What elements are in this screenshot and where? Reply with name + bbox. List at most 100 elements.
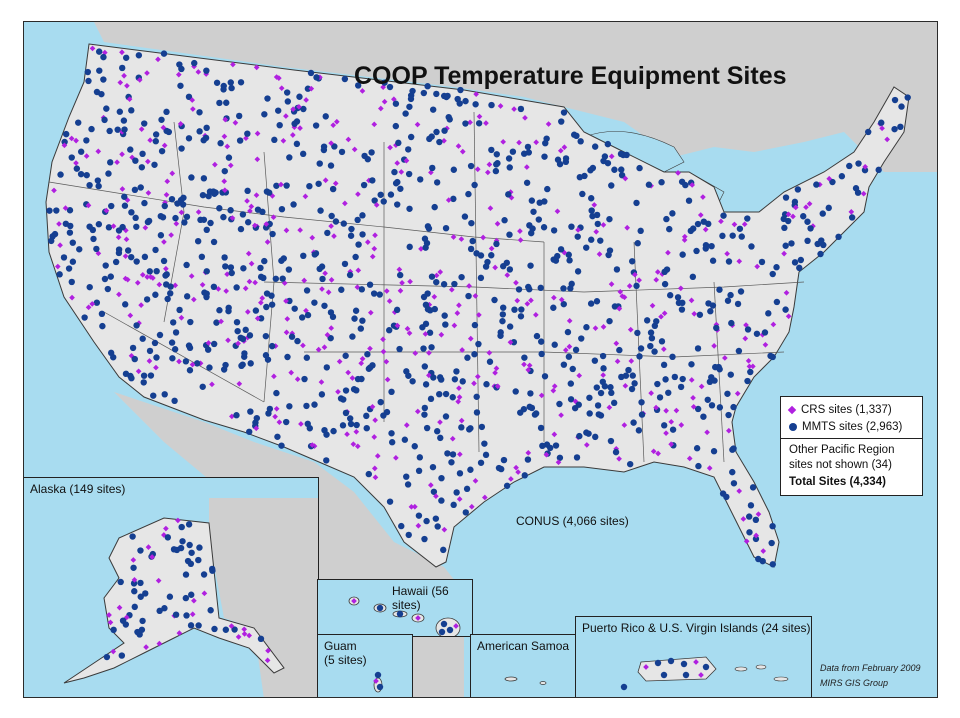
crs-site-marker bbox=[324, 332, 331, 338]
mmts-site-marker bbox=[406, 243, 413, 251]
mmts-site-marker bbox=[286, 403, 293, 410]
mmts-site-marker bbox=[170, 319, 177, 326]
crs-site-marker bbox=[554, 208, 561, 215]
mmts-site-marker bbox=[464, 354, 471, 361]
mmts-site-marker bbox=[220, 82, 227, 90]
mmts-site-marker bbox=[429, 463, 437, 471]
mmts-site-marker bbox=[366, 281, 374, 288]
crs-site-marker bbox=[322, 177, 329, 184]
mmts-site-marker bbox=[207, 219, 214, 227]
mmts-site-marker bbox=[320, 143, 328, 150]
mmts-site-marker bbox=[217, 140, 224, 147]
mmts-site-marker bbox=[535, 216, 542, 223]
crs-site-marker bbox=[718, 218, 724, 225]
crs-site-marker bbox=[110, 648, 117, 655]
mmts-site-marker bbox=[381, 79, 388, 86]
mmts-site-marker bbox=[719, 490, 727, 497]
hawaii-label: Hawaii (56 sites) bbox=[392, 584, 449, 612]
mmts-site-marker bbox=[709, 302, 717, 309]
mmts-site-marker bbox=[552, 442, 560, 449]
mmts-site-marker bbox=[151, 339, 159, 347]
mmts-site-marker bbox=[94, 177, 102, 184]
mmts-site-marker bbox=[440, 546, 447, 554]
crs-site-marker bbox=[459, 347, 465, 353]
mmts-site-marker bbox=[663, 215, 670, 223]
mmts-site-marker bbox=[567, 396, 575, 403]
crs-site-marker bbox=[248, 260, 255, 267]
crs-site-marker bbox=[399, 280, 405, 286]
mmts-site-marker bbox=[744, 377, 751, 385]
mmts-site-marker bbox=[605, 251, 612, 259]
mmts-site-marker bbox=[141, 120, 148, 127]
crs-site-marker bbox=[336, 358, 343, 365]
mmts-site-marker bbox=[353, 421, 360, 429]
crs-site-marker bbox=[555, 459, 562, 466]
mmts-site-marker bbox=[846, 162, 853, 170]
mmts-site-marker bbox=[121, 126, 128, 133]
legend-other-line1: Other Pacific Region bbox=[789, 444, 895, 456]
mmts-site-marker bbox=[700, 413, 707, 420]
crs-site-marker bbox=[806, 200, 813, 207]
mmts-site-marker bbox=[505, 155, 513, 162]
legend-crs-label: CRS sites (1,337) bbox=[801, 404, 892, 416]
mmts-site-marker bbox=[456, 100, 463, 107]
mmts-site-marker bbox=[463, 485, 471, 493]
crs-site-marker bbox=[264, 239, 271, 245]
mmts-site-marker bbox=[272, 275, 280, 282]
mmts-site-marker bbox=[196, 109, 203, 116]
mmts-site-marker bbox=[283, 182, 290, 189]
mmts-site-marker bbox=[607, 384, 614, 391]
crs-site-marker bbox=[497, 103, 504, 109]
crs-site-marker bbox=[342, 200, 348, 207]
crs-site-marker bbox=[119, 186, 126, 192]
mmts-site-marker bbox=[415, 512, 423, 519]
crs-site-marker bbox=[142, 224, 149, 231]
mmts-site-marker bbox=[419, 324, 426, 331]
crs-site-marker bbox=[355, 191, 361, 197]
mmts-site-marker bbox=[433, 179, 441, 186]
mmts-site-marker bbox=[666, 292, 674, 299]
crs-site-marker bbox=[345, 136, 352, 143]
crs-site-marker bbox=[394, 160, 401, 166]
mmts-site-marker bbox=[285, 266, 293, 273]
crs-site-marker bbox=[252, 279, 258, 286]
crs-site-marker bbox=[253, 64, 260, 71]
mmts-site-marker bbox=[465, 190, 472, 198]
crs-site-marker bbox=[116, 291, 122, 298]
crs-site-marker bbox=[533, 139, 540, 146]
crs-site-marker bbox=[297, 227, 303, 233]
mmts-site-marker bbox=[84, 68, 92, 76]
mmts-site-marker bbox=[442, 390, 450, 398]
crs-site-marker bbox=[371, 121, 378, 128]
mmts-site-marker bbox=[471, 321, 479, 329]
samoa-islands bbox=[504, 676, 547, 685]
crs-site-marker bbox=[242, 285, 249, 292]
mmts-site-marker bbox=[462, 509, 469, 516]
crs-site-marker bbox=[456, 385, 462, 391]
crs-site-marker bbox=[415, 615, 421, 621]
crs-site-marker bbox=[126, 96, 133, 103]
crs-site-marker bbox=[371, 245, 378, 252]
mmts-site-marker bbox=[618, 166, 625, 173]
mmts-site-marker bbox=[638, 411, 646, 418]
crs-site-marker bbox=[244, 309, 251, 315]
crs-site-marker bbox=[724, 250, 730, 257]
crs-site-marker bbox=[83, 153, 90, 159]
mmts-site-marker bbox=[227, 264, 235, 271]
crs-site-marker bbox=[617, 288, 624, 295]
mmts-site-marker bbox=[312, 122, 320, 129]
mmts-site-marker bbox=[467, 425, 474, 432]
crs-site-marker bbox=[119, 151, 125, 158]
mmts-site-marker bbox=[565, 251, 572, 258]
mmts-site-marker bbox=[804, 218, 811, 225]
mmts-site-marker bbox=[493, 151, 500, 158]
crs-site-marker bbox=[270, 214, 277, 221]
mmts-site-marker bbox=[538, 338, 545, 345]
mmts-site-marker bbox=[156, 607, 163, 615]
crs-site-marker bbox=[224, 143, 231, 150]
mmts-site-marker bbox=[144, 218, 152, 226]
crs-site-marker bbox=[283, 227, 290, 234]
mmts-site-marker bbox=[185, 135, 193, 142]
mmts-site-marker bbox=[433, 278, 440, 286]
mmts-site-marker bbox=[77, 170, 85, 178]
